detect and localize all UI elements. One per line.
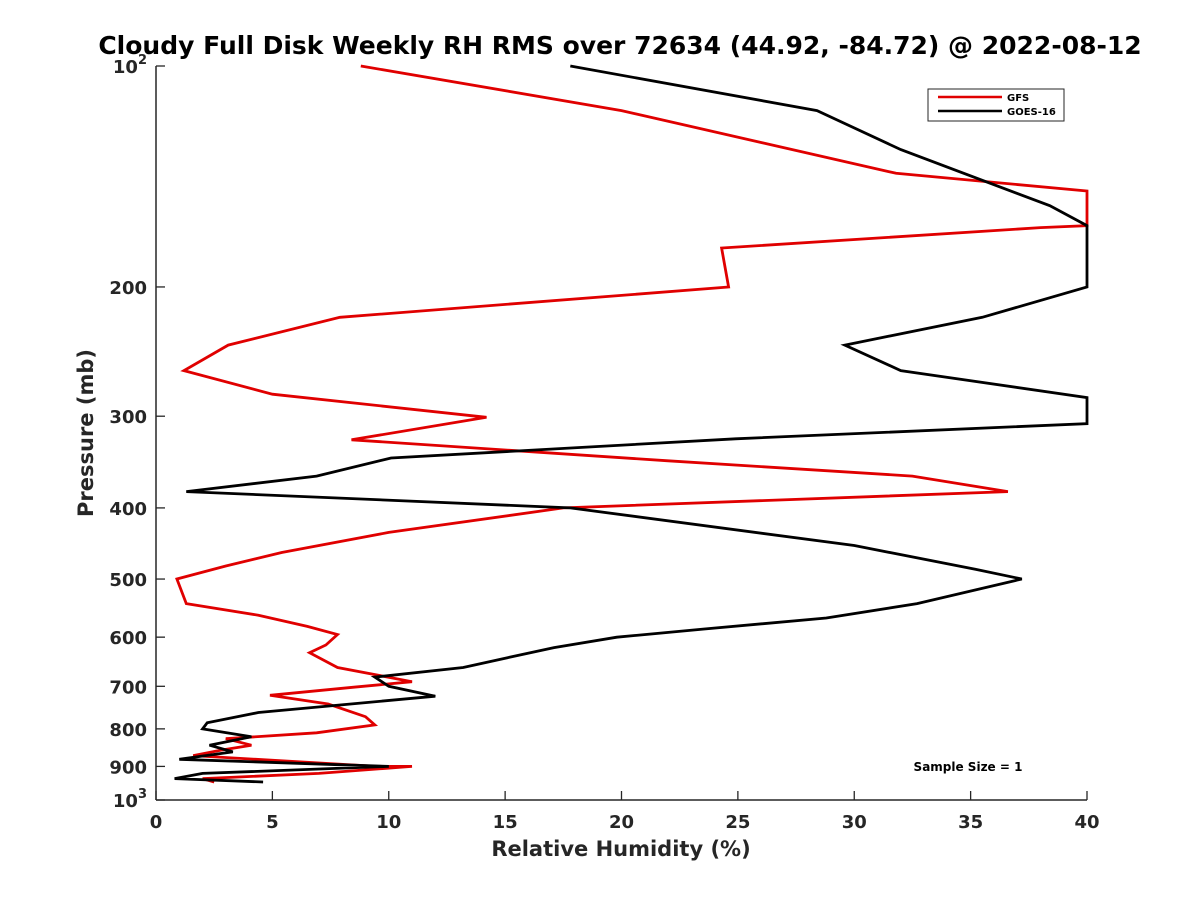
x-tick-label: 0 — [150, 812, 163, 833]
chart-title: Cloudy Full Disk Weekly RH RMS over 7263… — [98, 31, 1141, 60]
legend-entry-goes16: GOES-16 — [1007, 107, 1056, 118]
y-tick-label: 103 — [113, 787, 147, 812]
y-tick-label: 700 — [109, 677, 147, 698]
x-tick-label: 15 — [493, 812, 518, 833]
y-tick-label: 900 — [109, 757, 147, 778]
x-axis-label: Relative Humidity (%) — [491, 837, 750, 861]
y-tick-label: 400 — [109, 499, 147, 520]
y-axis-label: Pressure (mb) — [74, 349, 98, 517]
y-tick-label: 500 — [109, 570, 147, 591]
series-line-gfs — [175, 64, 1089, 784]
x-ticks: 0 5 10 15 20 25 30 35 40 — [150, 791, 1100, 833]
y-tick-label: 200 — [109, 278, 147, 299]
x-tick-label: 25 — [725, 812, 750, 833]
y-tick-label: 102 — [113, 53, 147, 78]
sample-size-annotation: Sample Size = 1 — [914, 760, 1023, 774]
x-tick-label: 10 — [376, 812, 401, 833]
legend: GFS GOES-16 — [927, 88, 1065, 122]
legend-entry-gfs: GFS — [1007, 93, 1029, 104]
y-tick-label: 600 — [109, 628, 147, 649]
x-tick-label: 35 — [958, 812, 983, 833]
legend-box — [927, 88, 1065, 122]
x-tick-label: 5 — [266, 812, 279, 833]
y-ticks: 102 200 300 400 500 600 700 800 900 103 — [109, 53, 165, 812]
series-lines — [174, 64, 1089, 784]
series-line-goes16 — [174, 64, 1089, 784]
x-tick-label: 20 — [609, 812, 634, 833]
x-tick-label: 40 — [1074, 812, 1099, 833]
x-tick-label: 30 — [842, 812, 867, 833]
y-tick-label: 800 — [109, 720, 147, 741]
y-tick-label: 300 — [109, 407, 147, 428]
